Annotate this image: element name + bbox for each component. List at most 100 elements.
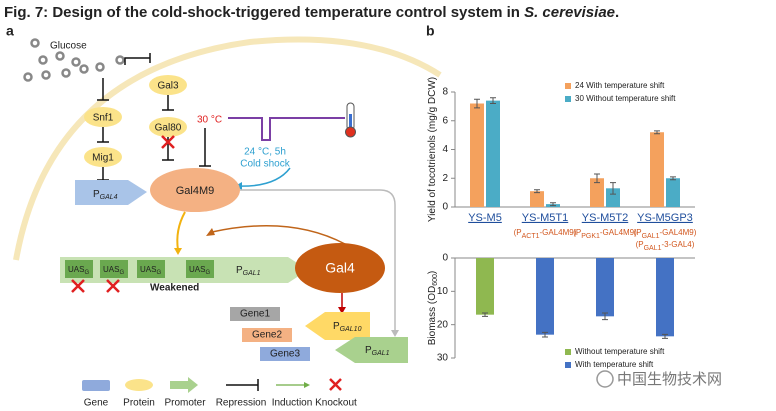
category-note: (PGAL1-GAL4M9) — [634, 228, 697, 240]
arrow-head — [174, 248, 182, 255]
legend-label: Induction — [272, 398, 313, 409]
category-note-part: -3-GAL4) — [662, 240, 695, 249]
category-note-part: ACT1 — [522, 233, 540, 240]
temperature-line — [228, 117, 345, 141]
error-bar — [654, 130, 660, 135]
promoter-label: PGAL1 — [236, 265, 261, 277]
promoter-text: P — [236, 265, 243, 276]
gene — [230, 307, 280, 321]
promoter — [305, 312, 370, 340]
legend-symbol — [329, 378, 342, 391]
title-end: . — [615, 4, 619, 21]
error-bar — [534, 189, 540, 194]
error-bar — [482, 312, 488, 317]
legend-swatch — [565, 362, 571, 368]
category-note: (PACT1-GAL4M9) — [514, 228, 577, 240]
cold-shock-label: 24 °C, 5h — [244, 147, 286, 158]
bar — [590, 178, 604, 207]
legend-label: With temperature shift — [575, 360, 654, 369]
legend-label: Without temperature shift — [575, 347, 665, 356]
protein-label: Gal4M9 — [176, 185, 215, 197]
error-bar — [610, 182, 616, 195]
cold-shock-label: Cold shock — [240, 159, 290, 170]
protein-label: Gal80 — [155, 123, 182, 134]
legend-swatch — [565, 83, 571, 89]
y-axis-label-part: 600 — [432, 274, 439, 286]
figure-title: Fig. 7: Design of the cold-shock-trigger… — [4, 4, 619, 21]
y-tick-label: 0 — [442, 202, 448, 213]
bar — [656, 258, 674, 337]
category-note-part: -GAL4M9) — [660, 228, 697, 237]
gene-label: Gene2 — [252, 330, 282, 341]
promoter-label: PGAL1 — [365, 345, 390, 357]
category-note-part: GAL1 — [644, 245, 662, 252]
x-tick-label: YS-M5T1 — [522, 212, 568, 224]
panel-label: b — [426, 23, 435, 39]
promoter-text: P — [365, 345, 372, 356]
error-bar — [662, 333, 668, 339]
gene — [242, 328, 292, 342]
x-tick-label: YS-M5T2 — [582, 212, 628, 224]
induction-arrow — [234, 167, 291, 187]
uas-text: UAS — [103, 265, 119, 274]
category-note-part: -GAL4M9) — [600, 228, 637, 237]
error-bar — [670, 176, 676, 181]
uas-label: UASG — [140, 265, 161, 275]
legend-symbol — [170, 377, 198, 393]
y-axis-label: Yield of tocotrienols (mg/g DCW) — [427, 77, 438, 222]
x-tick-label: YS-M5GP3 — [637, 212, 693, 224]
bar — [476, 258, 494, 315]
x-tick-label: YS-M5 — [468, 212, 502, 224]
category-note-part: (P — [634, 228, 642, 237]
uas-boxes — [65, 260, 214, 278]
uas-label: UASG — [189, 265, 210, 275]
error-bar — [550, 202, 556, 207]
error-bar — [474, 98, 480, 109]
y-axis-label: Biomass (OD600) — [427, 271, 439, 345]
uas-label: UASG — [103, 265, 124, 275]
bar — [486, 100, 500, 207]
promoter-text: P — [93, 189, 100, 200]
protein-label: Snf1 — [93, 113, 114, 124]
bar — [606, 188, 620, 207]
y-axis-label-part: ) — [427, 271, 438, 274]
promoter-label: PGAL4 — [93, 189, 118, 201]
arrow-head — [304, 382, 310, 388]
error-bar — [490, 97, 496, 104]
y-tick-label: 0 — [442, 253, 448, 264]
diagram: Glucose Gal3 Snf1 Gal80 Mig1 30 °C — [13, 36, 442, 409]
uas-text: UAS — [189, 265, 205, 274]
induction-arrow — [176, 211, 186, 251]
y-tick-label: 30 — [437, 353, 449, 364]
weakened-label: Weakened — [150, 283, 199, 294]
legend-symbol — [226, 379, 259, 391]
legend-label: 30 Without temperature shift — [575, 94, 676, 103]
category-note-part: GAL1 — [642, 233, 660, 240]
title-italic: S. cerevisiae — [524, 4, 615, 21]
bar — [470, 103, 484, 207]
glucose-label: Glucose — [50, 41, 87, 52]
y-tick-label: 10 — [437, 286, 449, 297]
protein — [149, 117, 187, 137]
y-axis-label-part: Yield of tocotrienols (mg/g DCW) — [427, 77, 438, 222]
legend-swatch — [565, 96, 571, 102]
uas-text: UAS — [140, 265, 156, 274]
legend-label: Repression — [216, 398, 267, 409]
promoter-sub: GAL1 — [372, 350, 390, 357]
category-note-part: (P — [636, 240, 644, 249]
legend: Gene Protein Promoter Repression Inducti… — [82, 377, 357, 409]
y-tick-label: 2 — [442, 173, 448, 184]
gene-label: Gene3 — [270, 349, 300, 360]
category-note: (PPGK1-GAL4M9) — [573, 228, 637, 240]
knockout — [71, 279, 120, 293]
protein — [84, 147, 122, 167]
legend-label: 24 With temperature shift — [575, 81, 665, 90]
watermark-text: 中国生物技术网 — [617, 371, 722, 388]
error-bar — [602, 312, 608, 321]
arrow-head — [206, 228, 215, 236]
arrow-head — [391, 330, 399, 337]
uas-sub: G — [205, 270, 210, 276]
connector — [240, 189, 396, 330]
category-note-part: -GAL4M9) — [540, 228, 577, 237]
uas-sub: G — [84, 270, 89, 276]
